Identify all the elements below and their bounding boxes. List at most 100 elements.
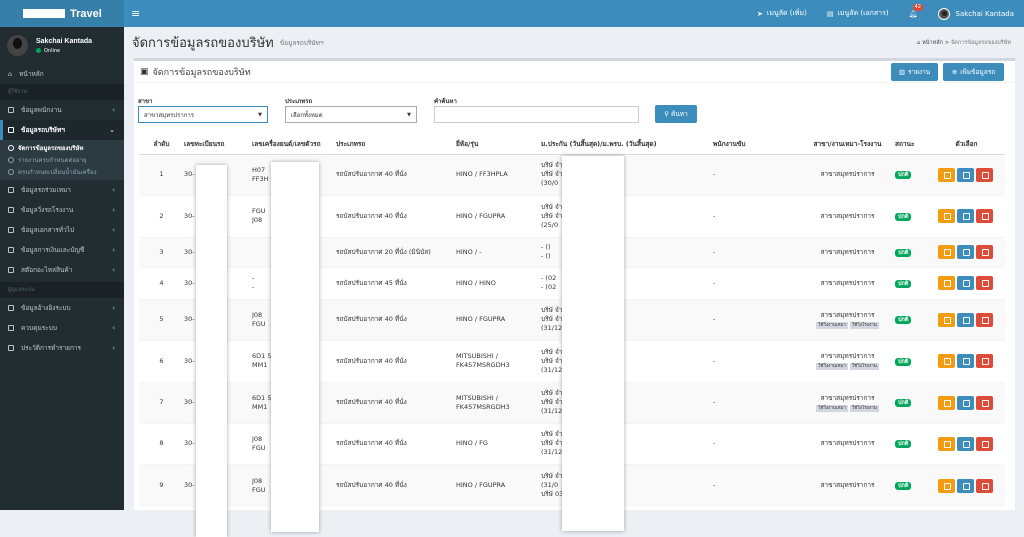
user-avatar	[7, 35, 28, 56]
branch-text: สาขาสมุทรปราการ	[803, 394, 892, 403]
chevron-left-icon: ‹	[112, 186, 115, 194]
edit-button[interactable]	[957, 313, 974, 327]
sidebar-item-finance[interactable]: ข้อมูลการเงินและบัญชี‹	[0, 240, 124, 260]
cell-actions	[925, 340, 1005, 382]
search-button[interactable]: ⚲ค้นหา	[655, 105, 697, 123]
delete-button[interactable]	[976, 276, 993, 290]
sidebar-item-employees[interactable]: ข้อมูลพนักงาน‹	[0, 100, 124, 120]
delete-button[interactable]	[976, 168, 993, 182]
car-detail-button[interactable]	[938, 396, 955, 410]
notifications-button[interactable]: 🔔︎42	[899, 0, 928, 27]
sidebar-item-history[interactable]: ประวัติการทำรายการ‹	[0, 338, 124, 358]
box-header: ▣ จัดการข้อมูลรถของบริษัท ▥รายงาน ⊕เพิ่ม…	[134, 61, 1015, 83]
sidebar-item-contract-cars[interactable]: ข้อมูลรถร่วมเหมา ‹	[0, 180, 124, 200]
shortcut-add-link[interactable]: ➤เมนูลัด (เพิ่ม)	[747, 0, 817, 27]
car-detail-button[interactable]	[938, 245, 955, 259]
car-detail-button[interactable]	[938, 437, 955, 451]
sidebar-subitem-oil-change[interactable]: ครบกำหนดเปลี่ยนน้ำมันเครื่อง	[0, 166, 124, 178]
cell-type: รถบัสปรับอากาศ 45 ที่นั่ง	[333, 267, 453, 299]
page-title: จัดการข้อมูลรถของบริษัท	[132, 32, 274, 53]
car-detail-button[interactable]	[938, 209, 955, 223]
car-detail-button[interactable]	[938, 354, 955, 368]
car-detail-button[interactable]	[938, 276, 955, 290]
cell-actions	[925, 464, 1005, 507]
caret-down-icon: ▼	[407, 112, 411, 118]
edit-button[interactable]	[957, 354, 974, 368]
cell-actions	[925, 195, 1005, 237]
car-detail-button[interactable]	[938, 168, 955, 182]
sidebar-user-panel: Sakchai Kantada Online	[0, 27, 124, 64]
col-no: ลำดับ	[139, 134, 181, 154]
user-menu[interactable]: Sakchai Kantada	[928, 0, 1024, 27]
cell-driver: -	[710, 154, 800, 195]
notification-count-badge: 42	[913, 4, 923, 11]
add-car-button-label: เพิ่มข้อมูลรถ	[960, 67, 995, 77]
cell-driver: -	[710, 195, 800, 237]
sidebar-item-documents[interactable]: ข้อมูลเอกสารทั่วไป‹	[0, 220, 124, 240]
chevron-down-icon: ⌄	[109, 126, 115, 134]
car-type-select[interactable]: เลือกทั้งหมด▼	[285, 106, 417, 123]
sidebar-user-name: Sakchai Kantada	[36, 38, 92, 45]
logo-mark	[23, 9, 65, 18]
delete-button[interactable]	[976, 313, 993, 327]
edit-button[interactable]	[957, 396, 974, 410]
table-header-row: ลำดับ เลขทะเบียนรถ เลขเครื่องยนต์/เลขตัว…	[139, 134, 1005, 154]
search-input[interactable]	[434, 106, 639, 123]
car-detail-button[interactable]	[938, 479, 955, 493]
sidebar-item-label: ข้อมูลการเงินและบัญชี	[21, 245, 84, 255]
redaction-insurance	[562, 156, 624, 531]
sidebar-subitem-renewal-report[interactable]: รายงานครบกำหนดต่ออายุ	[0, 154, 124, 166]
breadcrumb-home[interactable]: หน้าหลัก	[922, 40, 943, 46]
app-logo[interactable]: Travel	[0, 0, 124, 27]
sidebar-section-admin: ผู้ดูแลระบบ	[0, 282, 124, 298]
cell-status: ปกติ	[892, 154, 925, 195]
money-icon	[8, 247, 14, 253]
bus-icon: ▣	[140, 67, 149, 77]
cell-driver: -	[710, 382, 800, 423]
col-brand: ยี่ห้อ/รุ่น	[453, 134, 538, 154]
delete-button[interactable]	[976, 245, 993, 259]
file-icon	[8, 227, 14, 233]
sidebar-item-company-cars[interactable]: ข้อมูลรถบริษัทฯ ⌄	[0, 120, 124, 140]
edit-button[interactable]	[957, 276, 974, 290]
col-driver: พนักงานขับ	[710, 134, 800, 154]
chevron-left-icon: ‹	[112, 344, 115, 352]
delete-button[interactable]	[976, 209, 993, 223]
sidebar-toggle-icon[interactable]: ≡	[131, 7, 140, 20]
sidebar-item-system-control[interactable]: ควบคุมระบบ‹	[0, 318, 124, 338]
branch-select[interactable]: สาขาสมุทรปราการ▼	[138, 106, 268, 123]
cell-status: ปกติ	[892, 464, 925, 507]
sidebar-item-home[interactable]: ⌂หน้าหลัก	[0, 64, 124, 84]
edit-button[interactable]	[957, 479, 974, 493]
delete-button[interactable]	[976, 437, 993, 451]
brand-line: HINO / FGUPRA	[456, 212, 538, 221]
delete-button[interactable]	[976, 354, 993, 368]
sidebar-item-label: ข้อมูลรถบริษัทฯ	[21, 125, 65, 135]
cell-status: ปกติ	[892, 237, 925, 267]
cell-type: รถบัสปรับอากาศ 40 ที่นั่ง	[333, 195, 453, 237]
delete-button[interactable]	[976, 479, 993, 493]
sidebar-item-label: ข้อมูลวิ่งรถโรงงาน	[21, 205, 73, 215]
shortcut-docs-link[interactable]: ▤เมนูลัด (เอกสาร)	[817, 0, 899, 27]
sidebar-item-stock[interactable]: สต๊อกอะไหล่สินค้า‹	[0, 260, 124, 280]
search-icon: ⚲	[664, 110, 669, 118]
report-button[interactable]: ▥รายงาน	[891, 63, 938, 81]
delete-button[interactable]	[976, 396, 993, 410]
cell-driver: -	[710, 299, 800, 340]
sidebar-item-label: ข้อมูลรถร่วมเหมา	[21, 185, 71, 195]
cell-type: รถบัสปรับอากาศ 20 ที่นั่ง (มินิบัส)	[333, 237, 453, 267]
cell-type: รถบัสปรับอากาศ 40 ที่นั่ง	[333, 340, 453, 382]
sidebar-subitem-label: ครบกำหนดเปลี่ยนน้ำมันเครื่อง	[18, 167, 97, 177]
gear-icon	[8, 305, 14, 311]
car-detail-button[interactable]	[938, 313, 955, 327]
edit-button[interactable]	[957, 209, 974, 223]
sidebar-item-factory-runs[interactable]: ข้อมูลวิ่งรถโรงงาน‹	[0, 200, 124, 220]
sidebar-item-reference-data[interactable]: ข้อมูลอ้างอิงระบบ‹	[0, 298, 124, 318]
cell-driver: -	[710, 237, 800, 267]
edit-button[interactable]	[957, 168, 974, 182]
edit-button[interactable]	[957, 437, 974, 451]
add-car-button[interactable]: ⊕เพิ่มข้อมูลรถ	[943, 63, 1004, 81]
col-plate: เลขทะเบียนรถ	[181, 134, 249, 154]
edit-button[interactable]	[957, 245, 974, 259]
sidebar-subitem-manage-cars[interactable]: จัดการข้อมูลรถของบริษัท	[0, 142, 124, 154]
